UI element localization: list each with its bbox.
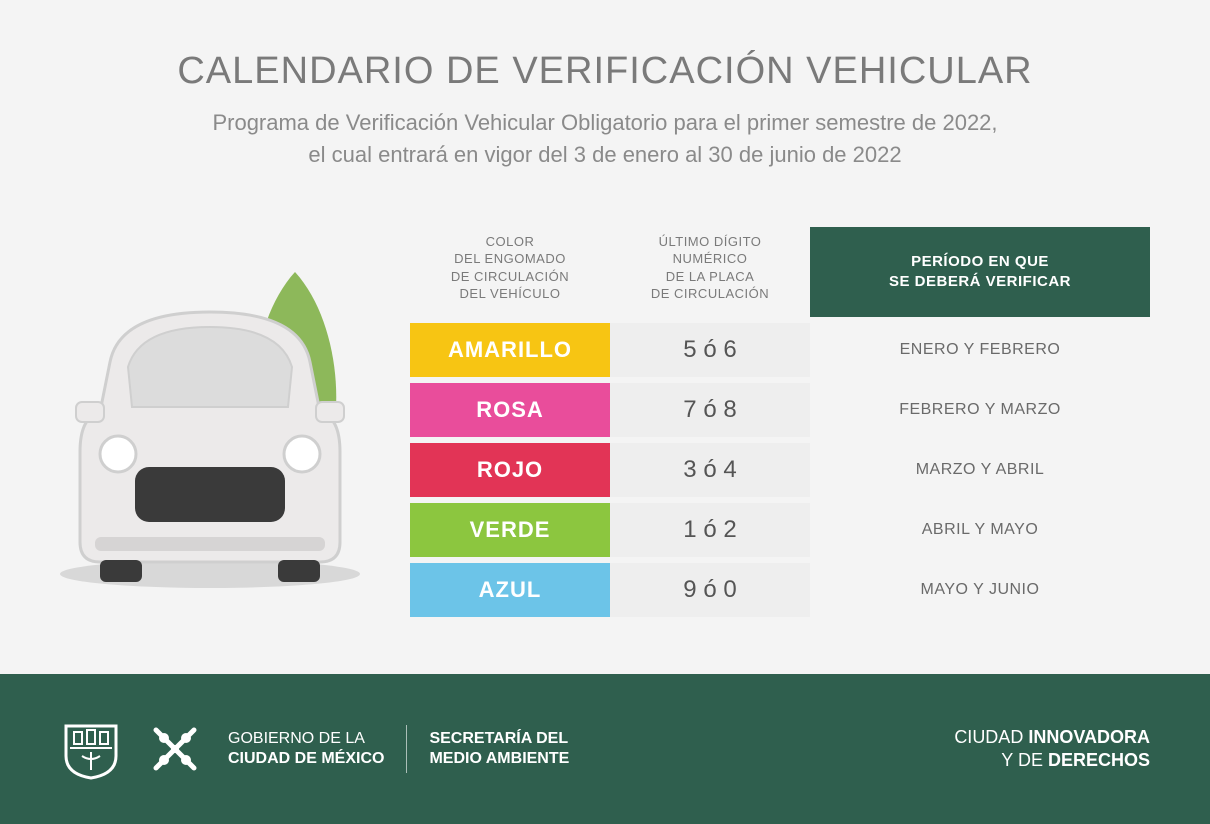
color-cell: ROJO bbox=[410, 443, 610, 497]
header-color: COLOR DEL ENGOMADO DE CIRCULACIÓN DEL VE… bbox=[410, 227, 610, 317]
table-row: AZUL 9 ó 0 MAYO Y JUNIO bbox=[410, 563, 1150, 617]
digit-cell: 3 ó 4 bbox=[610, 443, 810, 497]
car-headlight-right bbox=[284, 436, 320, 472]
table-header-row: COLOR DEL ENGOMADO DE CIRCULACIÓN DEL VE… bbox=[410, 227, 1150, 317]
verification-table: COLOR DEL ENGOMADO DE CIRCULACIÓN DEL VE… bbox=[410, 221, 1150, 623]
footer-gov-block: GOBIERNO DE LA CIUDAD DE MÉXICO bbox=[228, 729, 384, 769]
header-color-text: COLOR DEL ENGOMADO DE CIRCULACIÓN DEL VE… bbox=[451, 234, 569, 302]
table-row: ROJO 3 ó 4 MARZO Y ABRIL bbox=[410, 443, 1150, 497]
table-body: AMARILLO 5 ó 6 ENERO Y FEBRERO ROSA 7 ó … bbox=[410, 323, 1150, 617]
footer-secretaria-block: SECRETARÍA DEL MEDIO AMBIENTE bbox=[429, 729, 569, 769]
footer-right-line1: CIUDAD INNOVADORA bbox=[954, 726, 1150, 749]
footer-gov-line2: CIUDAD DE MÉXICO bbox=[228, 749, 384, 769]
content-row: COLOR DEL ENGOMADO DE CIRCULACIÓN DEL VE… bbox=[0, 181, 1210, 623]
header-digit-text: ÚLTIMO DÍGITO NUMÉRICO DE LA PLACA DE CI… bbox=[651, 234, 769, 302]
page-title: CALENDARIO DE VERIFICACIÓN VEHICULAR bbox=[60, 50, 1150, 93]
cdmx-logo-icon bbox=[144, 718, 206, 780]
car-wheel-right bbox=[278, 560, 320, 582]
car-svg bbox=[40, 242, 380, 602]
color-cell: AMARILLO bbox=[410, 323, 610, 377]
header-period: PERÍODO EN QUE SE DEBERÁ VERIFICAR bbox=[810, 227, 1150, 317]
table-row: VERDE 1 ó 2 ABRIL Y MAYO bbox=[410, 503, 1150, 557]
footer-secretaria-line2: MEDIO AMBIENTE bbox=[429, 749, 569, 769]
digit-cell: 9 ó 0 bbox=[610, 563, 810, 617]
header-digit: ÚLTIMO DÍGITO NUMÉRICO DE LA PLACA DE CI… bbox=[610, 227, 810, 317]
car-wheel-left bbox=[100, 560, 142, 582]
car-grille bbox=[135, 467, 285, 522]
footer-right-1b: INNOVADORA bbox=[1028, 727, 1150, 747]
car-group bbox=[76, 312, 344, 582]
car-mirror-left bbox=[76, 402, 104, 422]
period-cell: ENERO Y FEBRERO bbox=[810, 323, 1150, 377]
color-cell: VERDE bbox=[410, 503, 610, 557]
period-cell: FEBRERO Y MARZO bbox=[810, 383, 1150, 437]
footer-gov-line1: GOBIERNO DE LA bbox=[228, 729, 384, 749]
footer-right-1a: CIUDAD bbox=[954, 727, 1028, 747]
car-illustration bbox=[40, 242, 380, 602]
color-cell: AZUL bbox=[410, 563, 610, 617]
footer-right: CIUDAD INNOVADORA Y DE DERECHOS bbox=[954, 726, 1150, 773]
period-cell: ABRIL Y MAYO bbox=[810, 503, 1150, 557]
subtitle-line-2: el cual entrará en vigor del 3 de enero … bbox=[308, 142, 901, 167]
period-cell: MAYO Y JUNIO bbox=[810, 563, 1150, 617]
footer-right-2a: Y DE bbox=[1001, 750, 1048, 770]
page-subtitle: Programa de Verificación Vehicular Oblig… bbox=[60, 107, 1150, 171]
digit-cell: 5 ó 6 bbox=[610, 323, 810, 377]
table-row: AMARILLO 5 ó 6 ENERO Y FEBRERO bbox=[410, 323, 1150, 377]
car-headlight-left bbox=[100, 436, 136, 472]
verification-table-wrap: COLOR DEL ENGOMADO DE CIRCULACIÓN DEL VE… bbox=[410, 221, 1150, 623]
header: CALENDARIO DE VERIFICACIÓN VEHICULAR Pro… bbox=[0, 0, 1210, 181]
infographic-page: CALENDARIO DE VERIFICACIÓN VEHICULAR Pro… bbox=[0, 0, 1210, 824]
car-mirror-right bbox=[316, 402, 344, 422]
cdmx-shield-icon bbox=[60, 718, 122, 780]
header-period-text: PERÍODO EN QUE SE DEBERÁ VERIFICAR bbox=[889, 253, 1071, 290]
footer-left: GOBIERNO DE LA CIUDAD DE MÉXICO SECRETAR… bbox=[60, 718, 569, 780]
table-row: ROSA 7 ó 8 FEBRERO Y MARZO bbox=[410, 383, 1150, 437]
period-cell: MARZO Y ABRIL bbox=[810, 443, 1150, 497]
digit-cell: 7 ó 8 bbox=[610, 383, 810, 437]
footer-right-line2: Y DE DERECHOS bbox=[954, 749, 1150, 772]
footer-divider bbox=[406, 725, 407, 773]
subtitle-line-1: Programa de Verificación Vehicular Oblig… bbox=[212, 110, 997, 135]
footer-secretaria-line1: SECRETARÍA DEL bbox=[429, 729, 569, 749]
footer-right-2b: DERECHOS bbox=[1048, 750, 1150, 770]
car-windshield bbox=[128, 327, 292, 407]
car-bumper bbox=[95, 537, 325, 551]
digit-cell: 1 ó 2 bbox=[610, 503, 810, 557]
footer: GOBIERNO DE LA CIUDAD DE MÉXICO SECRETAR… bbox=[0, 674, 1210, 824]
color-cell: ROSA bbox=[410, 383, 610, 437]
